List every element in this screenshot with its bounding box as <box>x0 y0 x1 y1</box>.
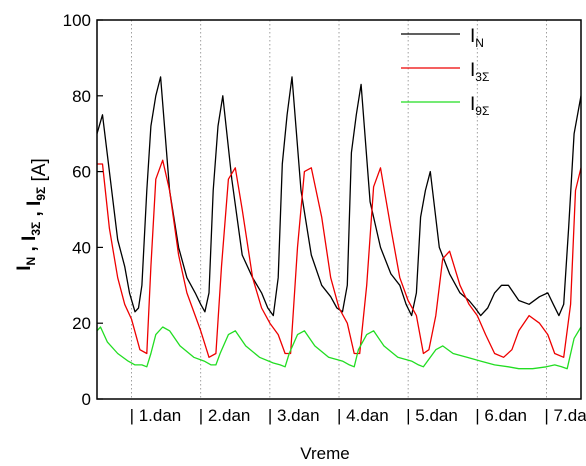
legend: IN I3Σ I9Σ <box>401 26 489 118</box>
y-tick-label: 80 <box>72 87 91 106</box>
y-tick-label: 40 <box>72 238 91 257</box>
x-day-label: | 6.dan <box>475 406 527 425</box>
series-line-3 <box>97 326 581 370</box>
y-axis-label-text: IN , I3Σ , I9Σ [A] <box>14 158 50 270</box>
y-axis-ticks: 0 20 40 60 80 100 <box>63 11 103 409</box>
x-day-label: | 4.dan <box>337 406 389 425</box>
grid-lines <box>131 20 547 399</box>
legend-label: IN <box>470 26 484 50</box>
series-line-2 <box>97 159 581 358</box>
x-axis-ticks: | 1.dan | 2.dan | 3.dan | 4.dan | 5.dan | 6.d… <box>130 406 586 425</box>
x-day-label: | 3.dan <box>268 406 320 425</box>
x-day-label: | 7.dan <box>544 406 586 425</box>
series-lines <box>97 76 581 370</box>
y-tick-label: 0 <box>82 390 91 409</box>
y-axis-label: IN , I3Σ , I9Σ [A] <box>14 158 50 270</box>
y-tick-label: 60 <box>72 163 91 182</box>
legend-label: I9Σ <box>470 94 489 118</box>
plot-frame <box>96 19 582 400</box>
series-line-1 <box>97 76 581 317</box>
x-day-label: | 1.dan <box>130 406 182 425</box>
legend-label: I3Σ <box>470 60 489 84</box>
x-day-label: | 5.dan <box>406 406 458 425</box>
y-tick-label: 100 <box>63 11 91 30</box>
y-tick-label: 20 <box>72 314 91 333</box>
x-axis-label: Vreme <box>300 444 349 461</box>
x-day-label: | 2.dan <box>199 406 251 425</box>
